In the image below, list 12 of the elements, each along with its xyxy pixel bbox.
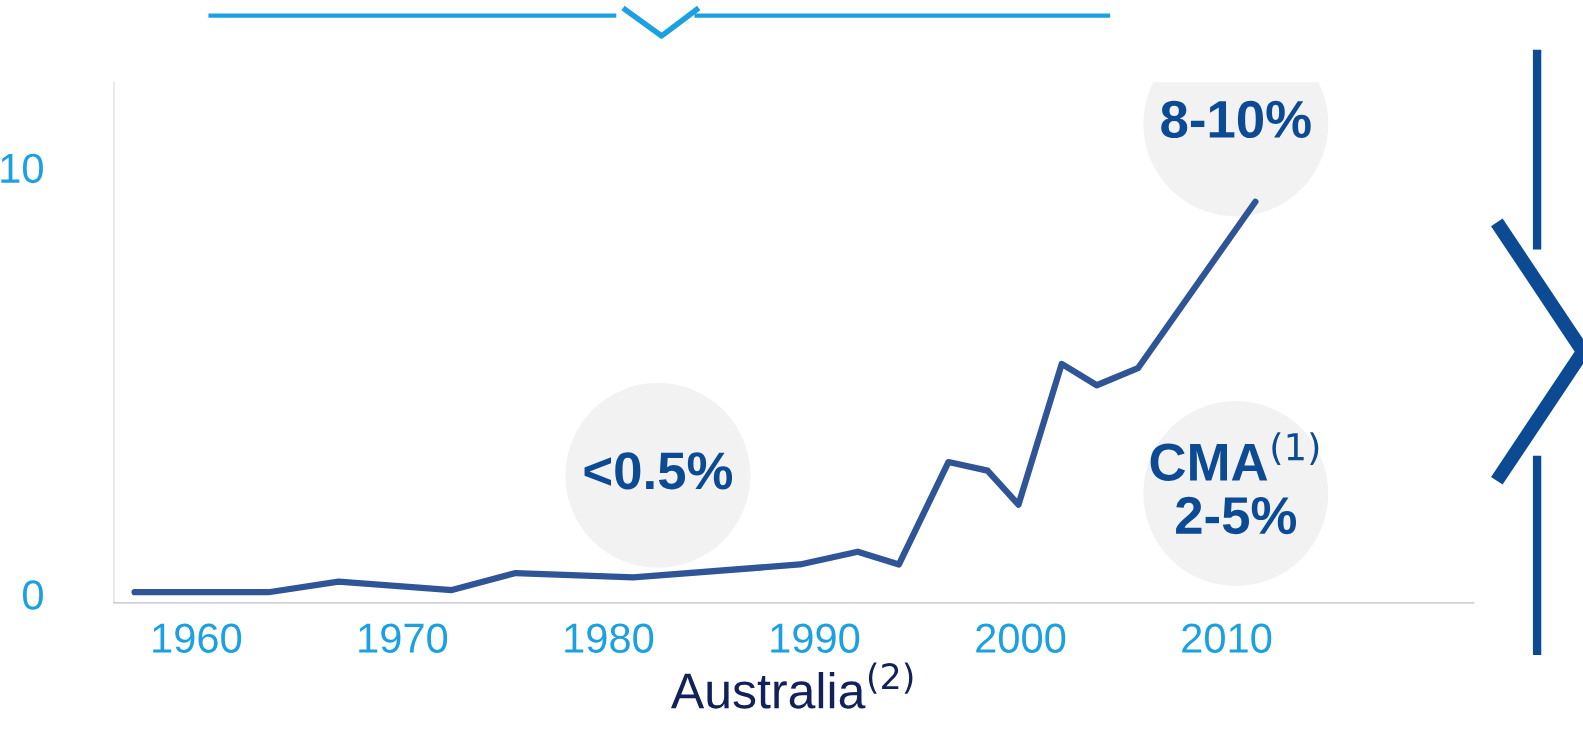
- x-tick-label: 1990: [771, 623, 860, 653]
- annotation: CMA$^{(1)}$ 2-5%: [1150, 432, 1319, 535]
- x-axis-title: Australia$^{(2)}$: [670, 662, 913, 709]
- x-tick-label: 1970: [359, 623, 448, 653]
- annotation: <0.5%: [584, 452, 733, 490]
- y-tick-label: 0: [22, 580, 43, 610]
- x-tick-label: 1960: [153, 623, 242, 653]
- x-tick-label: 1980: [565, 623, 654, 653]
- x-tick-label: 2000: [976, 623, 1066, 653]
- y-tick-label: 10: [1, 153, 43, 184]
- x-tick-label: 2010: [1182, 623, 1272, 653]
- annotation: 8-10%: [1161, 100, 1311, 139]
